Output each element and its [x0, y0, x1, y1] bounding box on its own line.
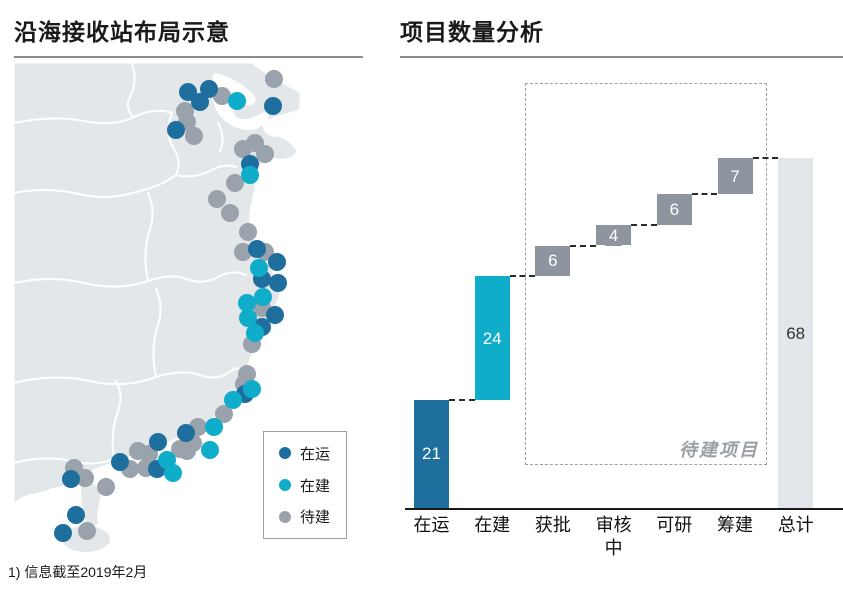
waterfall-chart: 待建项目 21 在运 24 在建 6 获批 4 审核中 6 可研 7 筹建 68 总计 [400, 63, 843, 563]
station-dot-planned [256, 145, 274, 163]
chart-panel-title: 项目数量分析 [400, 20, 544, 45]
station-dot-operating [67, 506, 85, 524]
station-dot-under_construction [241, 166, 259, 184]
station-dot-under_construction [164, 464, 182, 482]
bar-value-label: 4 [604, 224, 623, 246]
station-dot-under_construction [224, 391, 242, 409]
legend-item-under-construction: 在建 [279, 475, 346, 496]
station-dot-under_construction [228, 92, 246, 110]
station-dot-under_construction [201, 441, 219, 459]
station-dot-planned [226, 174, 244, 192]
station-dot-operating [266, 306, 284, 324]
station-dot-operating [248, 240, 266, 258]
legend-label: 在建 [300, 477, 331, 495]
station-dot-planned [234, 243, 252, 261]
station-dot-under_construction [254, 288, 272, 306]
station-dot-operating [54, 524, 72, 542]
waterfall-bar-1: 21 [414, 399, 449, 508]
operating-dot-icon [279, 447, 291, 460]
map-legend: 在运 在建 待建 [263, 431, 347, 539]
waterfall-bar-5: 6 [656, 194, 692, 225]
footnote: 1) 信息截至2019年2月 [8, 564, 148, 580]
waterfall-connector [449, 398, 475, 401]
station-dot-operating [111, 453, 129, 471]
station-dot-planned [97, 478, 115, 496]
station-dot-operating [167, 121, 185, 139]
station-dot-operating [177, 424, 195, 442]
legend-label: 待建 [300, 509, 331, 527]
x-axis-label: 总计 [777, 515, 814, 535]
station-dot-planned [234, 140, 252, 158]
legend-item-planned: 待建 [279, 506, 346, 527]
map-title-rule [14, 56, 363, 58]
station-dot-planned [208, 190, 226, 208]
station-dot-operating [62, 470, 80, 488]
waterfall-connector [631, 223, 657, 226]
station-dot-operating [264, 97, 282, 115]
x-axis-label: 获批 [534, 515, 571, 535]
station-dot-under_construction [250, 259, 268, 277]
station-dot-planned [221, 204, 239, 222]
station-dot-under_construction [238, 294, 256, 312]
bar-value-label: 6 [665, 198, 684, 220]
station-dot-operating [200, 80, 218, 98]
pending-projects-label: 待建项目 [679, 440, 759, 460]
x-axis-label: 可研 [656, 515, 693, 535]
bar-value-label: 21 [422, 444, 441, 464]
station-dot-under_construction [239, 309, 257, 327]
x-axis-label: 审核中 [595, 515, 632, 558]
coastal-map [13, 62, 301, 552]
x-axis-label: 在建 [474, 515, 511, 535]
under-construction-dot-icon [279, 479, 291, 491]
station-dot-operating [179, 83, 197, 101]
station-dot-operating [191, 93, 209, 111]
station-dot-under_construction [246, 324, 264, 342]
bar-value-label: 6 [544, 250, 562, 272]
bar-value-label: 24 [482, 328, 502, 348]
station-dot-planned [239, 223, 257, 241]
waterfall-connector [509, 275, 536, 278]
station-dot-operating [268, 253, 286, 271]
waterfall-connector [752, 157, 779, 159]
legend-item-operating: 在运 [279, 443, 346, 464]
waterfall-bar-7: 68 [778, 158, 814, 508]
x-axis-line [405, 508, 843, 510]
planned-dot-icon [279, 510, 291, 523]
station-dot-under_construction [243, 380, 261, 398]
station-dot-operating [269, 274, 287, 292]
pending-projects-region [525, 83, 767, 465]
station-dot-operating [149, 433, 167, 451]
waterfall-bar-6: 7 [717, 158, 753, 195]
waterfall-connector [570, 244, 597, 247]
station-dot-planned [76, 469, 94, 487]
china-coast-map-graphic [13, 62, 301, 552]
chart-title-rule [400, 56, 843, 58]
legend-label: 在运 [300, 445, 331, 463]
x-axis-label: 筹建 [717, 515, 753, 535]
bar-value-label: 68 [786, 323, 806, 343]
waterfall-bar-4: 4 [596, 224, 632, 246]
station-dot-under_construction [205, 418, 223, 436]
station-dot-planned [78, 522, 96, 540]
waterfall-bar-3: 6 [535, 245, 571, 277]
map-panel-title: 沿海接收站布局示意 [14, 20, 230, 45]
station-dot-planned [265, 70, 283, 88]
bar-value-label: 7 [726, 165, 744, 187]
station-dot-planned [178, 442, 196, 460]
waterfall-connector [691, 193, 718, 196]
station-dot-planned [215, 405, 233, 423]
waterfall-bar-2: 24 [474, 276, 510, 400]
x-axis-label: 在运 [413, 515, 450, 535]
station-dot-planned [185, 127, 203, 145]
